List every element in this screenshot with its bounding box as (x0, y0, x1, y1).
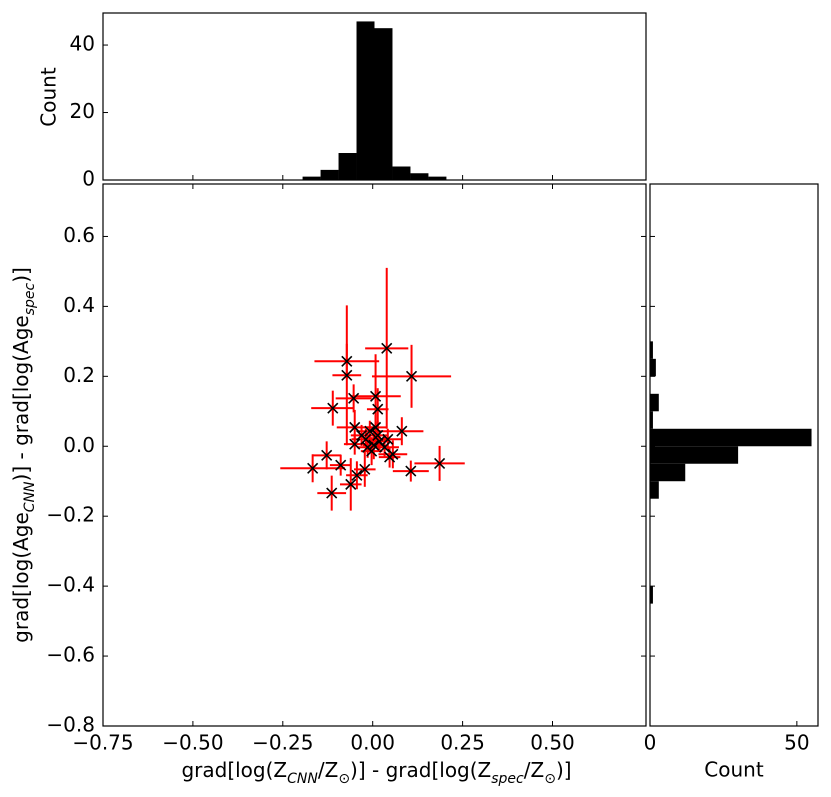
axis-label: grad[log(AgeCNN)] - grad[log(Agespec)] (9, 267, 39, 643)
label-part: spec (491, 771, 524, 787)
point (341, 355, 353, 367)
bar (650, 463, 686, 482)
point (349, 421, 361, 433)
bar (650, 411, 653, 429)
point (379, 441, 391, 453)
label-part: /Z (524, 758, 544, 782)
y-tick-label: −0.2 (46, 503, 95, 527)
bar (650, 446, 739, 464)
y-tick-label: 0 (82, 167, 95, 191)
label-part: spec (22, 282, 38, 315)
y-tick-label: 0.0 (63, 433, 95, 457)
point (370, 390, 382, 402)
y-tick-label: −0.8 (46, 713, 95, 737)
x-tick-label: 0.00 (350, 731, 395, 755)
label-part: ⊙ (338, 771, 350, 787)
bar (374, 28, 393, 180)
plot-frame (102, 183, 647, 727)
point (327, 402, 339, 414)
point (307, 462, 319, 474)
y-tick-label: 0.2 (63, 363, 95, 387)
point (348, 392, 360, 404)
label-part: grad[log(Age (9, 512, 33, 643)
x-tick-label: −0.25 (252, 731, 313, 755)
point (359, 463, 371, 475)
point (355, 429, 368, 441)
point (370, 421, 382, 433)
point (326, 487, 338, 499)
label-part: )] - grad[log(Z (350, 758, 491, 782)
point (384, 451, 396, 463)
bar (392, 166, 411, 180)
label-part: grad[log(Z (181, 758, 287, 782)
label-part: /Z (318, 758, 338, 782)
label-part: ⊙ (544, 771, 556, 787)
point (381, 342, 393, 354)
bar (302, 176, 321, 180)
point (321, 449, 333, 461)
label-part: )] (556, 758, 572, 782)
bar (320, 169, 339, 180)
axis-label: grad[log(ZCNN/Z⊙)] - grad[log(Zspec/Z⊙)] (181, 758, 571, 788)
y-tick-label: 20 (70, 99, 95, 123)
bar (338, 153, 357, 180)
bar (650, 481, 659, 499)
point (396, 425, 408, 437)
label-part: CNN (287, 771, 318, 787)
label-part: )] - grad[log(Age (9, 315, 33, 481)
bar (650, 393, 659, 412)
point (364, 425, 376, 437)
point (382, 433, 394, 445)
point (368, 439, 380, 451)
x-tick-label: 0.25 (440, 731, 485, 755)
bar (650, 358, 656, 377)
x-axis-label: Count (704, 758, 764, 782)
point (372, 403, 384, 415)
x-tick-label: 50 (784, 731, 809, 755)
y-axis-label: Count (37, 67, 61, 127)
x-tick-label: −0.50 (162, 731, 223, 755)
point (351, 469, 363, 481)
point (335, 459, 347, 471)
y-tick-label: 0.4 (63, 293, 95, 317)
bar (650, 341, 653, 359)
bar (410, 173, 429, 180)
point (434, 457, 446, 469)
bar (356, 21, 375, 181)
x-tick-label: 0 (644, 731, 657, 755)
point (362, 441, 374, 453)
point (405, 465, 417, 477)
point (405, 370, 418, 382)
x-tick-label: −0.75 (72, 731, 133, 755)
y-tick-label: 0.6 (63, 223, 95, 247)
label-part: )] (9, 267, 33, 283)
y-tick-label: 40 (70, 32, 95, 56)
bar (650, 428, 812, 447)
x-tick-label: 0.50 (530, 731, 575, 755)
bar (650, 586, 653, 604)
bar (428, 176, 447, 180)
point (345, 478, 357, 490)
point (349, 438, 361, 450)
hist-frame (649, 183, 819, 727)
y-tick-label: −0.4 (46, 573, 95, 597)
y-tick-label: −0.6 (46, 643, 95, 667)
label-part: CNN (22, 481, 38, 512)
hist-frame (102, 12, 647, 181)
point (341, 369, 353, 381)
